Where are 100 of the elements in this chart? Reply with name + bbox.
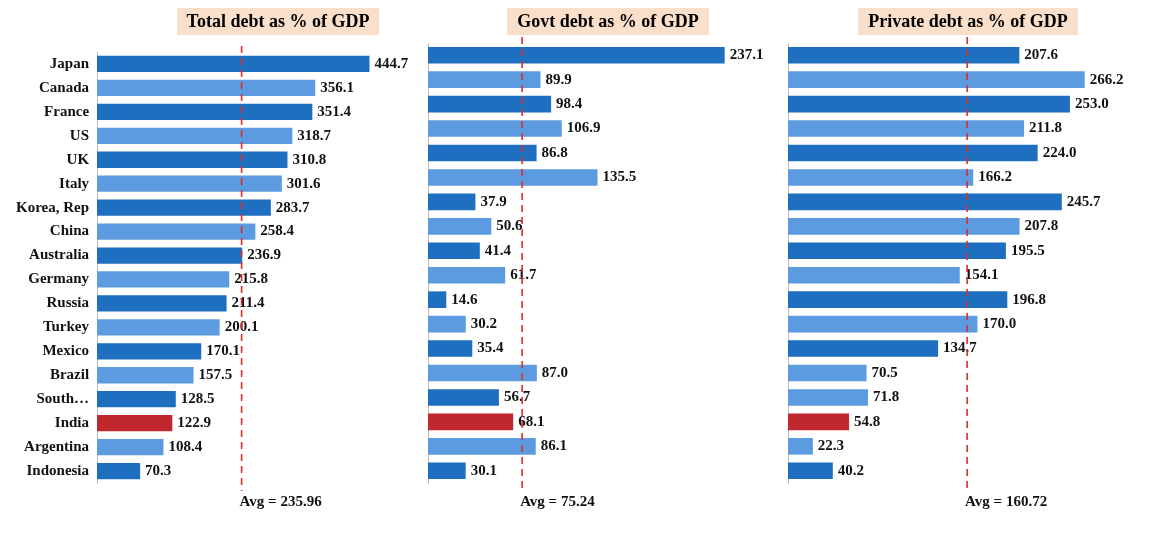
bar xyxy=(788,291,1008,308)
data-label: 35.4 xyxy=(477,339,505,356)
data-label: 236.9 xyxy=(247,246,281,263)
data-label: 211.4 xyxy=(231,294,265,311)
chart-title: Private debt as % of GDP xyxy=(858,8,1078,35)
y-tick-label: Australia xyxy=(29,246,90,263)
y-tick-label: Germany xyxy=(28,270,90,287)
y-tick-label: Indonesia xyxy=(26,461,90,478)
bar xyxy=(788,315,978,333)
bar xyxy=(428,46,725,64)
bar xyxy=(788,413,850,431)
bar xyxy=(428,218,492,235)
y-tick-label: France xyxy=(44,102,90,119)
bar xyxy=(97,247,243,264)
bar xyxy=(788,120,1025,137)
data-label: 215.8 xyxy=(234,270,269,287)
data-label: 70.3 xyxy=(145,461,172,478)
data-label: 71.8 xyxy=(873,388,900,405)
data-label: 310.8 xyxy=(292,150,327,167)
bar xyxy=(428,193,476,211)
bar xyxy=(428,413,514,431)
bar xyxy=(428,438,536,455)
data-label: 170.1 xyxy=(206,342,241,359)
data-label: 301.6 xyxy=(286,174,322,191)
data-label: 211.8 xyxy=(1029,119,1062,136)
data-label: 50.6 xyxy=(496,217,524,234)
bar xyxy=(428,144,537,162)
data-label: 237.1 xyxy=(729,46,764,63)
data-label: 56.7 xyxy=(503,388,531,405)
bar xyxy=(97,175,282,192)
data-label: 22.3 xyxy=(817,437,845,454)
ref-line-label: Avg = 75.24 xyxy=(520,493,596,510)
data-label: 356.1 xyxy=(320,78,354,95)
data-label: 207.8 xyxy=(1024,217,1059,234)
data-label: 40.2 xyxy=(837,461,865,478)
data-label: 86.1 xyxy=(540,437,567,454)
ref-line-label: Avg = 160.72 xyxy=(965,493,1048,510)
bar xyxy=(428,340,473,357)
data-label: 86.8 xyxy=(541,143,568,160)
y-tick-label: Argentina xyxy=(24,437,90,454)
data-label: 170.0 xyxy=(982,314,1017,331)
bar xyxy=(788,218,1020,235)
data-label: 135.5 xyxy=(602,168,637,185)
bar xyxy=(97,462,141,480)
bar xyxy=(97,199,271,216)
bar xyxy=(788,389,869,406)
data-label: 30.2 xyxy=(470,314,498,331)
data-label: 30.1 xyxy=(470,461,497,478)
y-tick-label: Brazil xyxy=(49,366,90,383)
data-label: 245.7 xyxy=(1066,192,1102,209)
bar xyxy=(788,95,1070,113)
y-tick-label: Canada xyxy=(39,78,90,95)
bar xyxy=(788,364,867,382)
y-tick-label: US xyxy=(69,126,90,143)
data-label: 196.8 xyxy=(1012,290,1047,307)
data-label: 351.4 xyxy=(317,102,352,119)
y-tick-label: UK xyxy=(66,150,90,167)
data-label: 89.9 xyxy=(545,70,572,87)
data-label: 157.5 xyxy=(198,366,233,383)
y-tick-label: Turkey xyxy=(42,318,90,335)
data-label: 106.9 xyxy=(566,119,601,136)
data-label: 41.4 xyxy=(484,241,512,258)
bar xyxy=(428,120,562,137)
y-tick-label: India xyxy=(54,414,90,431)
bar xyxy=(428,266,506,284)
bar xyxy=(428,364,537,382)
bar xyxy=(788,340,939,357)
y-tick-label: Mexico xyxy=(42,342,90,359)
bar xyxy=(788,71,1085,88)
bar xyxy=(428,169,598,186)
data-label: 195.5 xyxy=(1010,241,1045,258)
data-label: 70.5 xyxy=(871,363,898,380)
bar xyxy=(428,71,541,88)
data-label: 128.5 xyxy=(180,390,215,407)
data-label: 224.0 xyxy=(1042,143,1077,160)
bar xyxy=(428,389,499,406)
data-label: 87.0 xyxy=(541,363,569,380)
y-tick-label: Japan xyxy=(49,54,90,71)
bar xyxy=(97,103,313,120)
bar xyxy=(788,144,1038,162)
bar xyxy=(788,438,813,455)
y-tick-label: Russia xyxy=(46,294,90,311)
data-label: 283.7 xyxy=(275,198,311,215)
data-label: 444.7 xyxy=(374,54,409,71)
data-label: 154.1 xyxy=(964,266,999,283)
data-label: 37.9 xyxy=(480,192,507,209)
bar xyxy=(428,95,552,113)
data-label: 207.6 xyxy=(1024,46,1059,63)
bar xyxy=(97,319,220,336)
data-label: 61.7 xyxy=(510,266,537,283)
bar xyxy=(97,391,176,408)
bar xyxy=(97,438,164,456)
bar xyxy=(97,271,230,288)
bar xyxy=(428,242,480,260)
chart-title: Total debt as % of GDP xyxy=(176,8,380,35)
data-label: 253.0 xyxy=(1074,94,1109,111)
data-label: 266.2 xyxy=(1089,70,1124,87)
y-tick-label: Korea, Rep xyxy=(16,198,90,215)
bar xyxy=(788,46,1020,64)
bar xyxy=(788,266,960,284)
